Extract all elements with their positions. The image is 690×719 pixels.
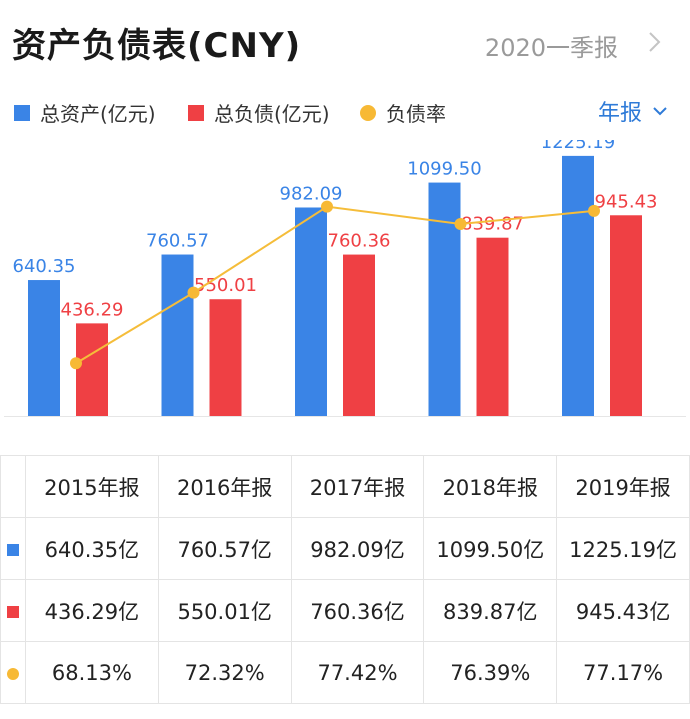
- data-label-assets: 1225.19: [541, 140, 615, 153]
- bar-assets: [28, 280, 60, 416]
- chevron-down-icon: [653, 107, 667, 116]
- header: 资产负债表(CNY) 2020一季报: [0, 0, 690, 80]
- table-cell: 640.35亿: [25, 517, 159, 580]
- bar-assets: [161, 254, 194, 416]
- legend-liabilities-swatch: [188, 104, 204, 121]
- bar-liabilities: [209, 299, 242, 416]
- data-label-liabilities: 550.01: [194, 275, 257, 296]
- legend-liabilities-label: 总负债(亿元): [214, 102, 330, 126]
- table-cell: 550.01亿: [157, 579, 292, 642]
- legend-liabilities: 总负债(亿元): [188, 98, 330, 127]
- legend-ratio-swatch: [360, 104, 376, 121]
- report-type-select[interactable]: 年报: [598, 95, 668, 127]
- data-label-liabilities: 760.36: [328, 231, 391, 252]
- data-table: 2015年报 2016年报 2017年报 2018年报 2019年报 640.3…: [0, 455, 690, 704]
- bar-liabilities: [343, 254, 375, 416]
- data-label-liabilities: 436.29: [61, 299, 124, 320]
- table-cell: 1099.50亿: [423, 517, 558, 580]
- legend-assets-label: 总资产(亿元): [40, 102, 156, 126]
- balance-chart: 640.35 436.29 760.57 550.01 982.09 760.36 1099…: [4, 140, 686, 417]
- table-cell: 77.42%: [290, 641, 425, 704]
- data-label-liabilities: 945.43: [595, 191, 658, 212]
- bar-liabilities: [476, 237, 509, 416]
- table-row-liabilities: 436.29亿 550.01亿 760.36亿 839.87亿 945.43亿: [0, 579, 690, 642]
- bar-assets: [295, 207, 327, 416]
- ratio-point: [321, 200, 333, 213]
- table-cell: 68.13%: [25, 641, 159, 704]
- ratio-point: [187, 286, 200, 299]
- ratio-point: [454, 217, 467, 230]
- table-header-cell: 2017年报: [290, 455, 425, 518]
- assets-marker-icon: [7, 543, 19, 556]
- legend-ratio: 负债率: [360, 98, 446, 127]
- table-header-row: 2015年报 2016年报 2017年报 2018年报 2019年报: [0, 455, 690, 518]
- table-cell: 436.29亿: [25, 579, 159, 642]
- bar-liabilities: [610, 215, 642, 416]
- legend-ratio-label: 负债率: [386, 102, 446, 126]
- chart-legend: 总资产(亿元) 总负债(亿元) 负债率 年报: [0, 92, 690, 132]
- table-header-cell: 2018年报: [423, 455, 558, 518]
- table-cell: 760.36亿: [290, 579, 425, 642]
- bar-assets: [428, 182, 461, 416]
- report-type-value: 年报: [597, 101, 642, 126]
- ratio-marker-icon: [7, 667, 19, 680]
- legend-assets: 总资产(亿元): [14, 98, 156, 127]
- legend-assets-swatch: [14, 104, 30, 121]
- table-corner: [0, 455, 26, 518]
- data-label-assets: 1099.50: [407, 159, 481, 180]
- table-row-assets: 640.35亿 760.57亿 982.09亿 1099.50亿 1225.19…: [0, 517, 690, 580]
- table-header-cell: 2019年报: [556, 455, 690, 518]
- period-link[interactable]: 2020一季报: [484, 34, 618, 62]
- data-label-liabilities: 839.87: [461, 214, 524, 235]
- data-label-assets: 640.35: [13, 256, 76, 277]
- ratio-point: [70, 357, 82, 370]
- table-header-cell: 2015年报: [25, 455, 159, 518]
- table-row-ratio: 68.13% 72.32% 77.42% 76.39% 77.17%: [0, 641, 690, 704]
- ratio-point: [588, 204, 600, 217]
- chevron-right-icon[interactable]: [642, 30, 666, 54]
- table-cell: 982.09亿: [290, 517, 425, 580]
- liabilities-marker-icon: [7, 605, 19, 618]
- bar-assets: [562, 155, 594, 416]
- table-cell: 945.43亿: [556, 579, 690, 642]
- table-cell: 76.39%: [423, 641, 558, 704]
- page-title: 资产负债表(CNY): [12, 26, 302, 66]
- table-cell: 760.57亿: [157, 517, 292, 580]
- data-label-assets: 982.09: [280, 183, 343, 204]
- table-cell: 72.32%: [157, 641, 292, 704]
- table-cell: 77.17%: [556, 641, 690, 704]
- table-cell: 839.87亿: [423, 579, 558, 642]
- table-header-cell: 2016年报: [157, 455, 292, 518]
- table-cell: 1225.19亿: [556, 517, 690, 580]
- data-label-assets: 760.57: [146, 231, 209, 252]
- bar-liabilities: [76, 323, 108, 416]
